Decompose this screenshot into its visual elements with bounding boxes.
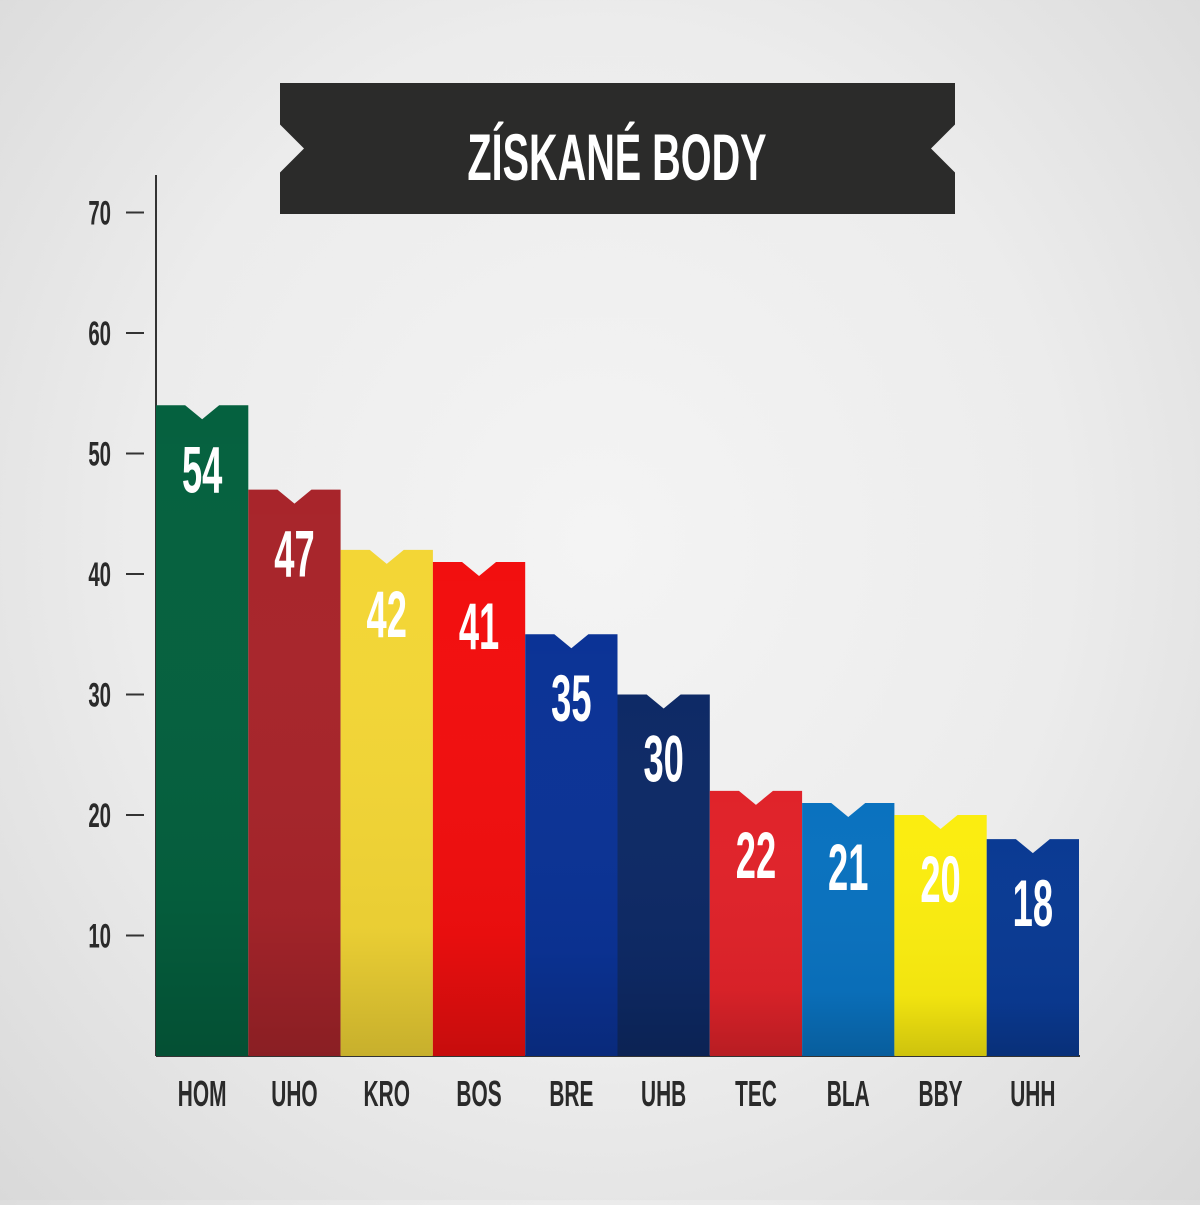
x-tick-label: BOS [456,1074,501,1114]
x-tick-label: TEC [735,1074,777,1114]
bar-group: 30 [617,694,710,1056]
bar-value-label: 30 [643,723,683,796]
chart-title-banner: ZÍSKANÉ BODY [280,83,955,214]
bar-value-label: 54 [182,434,223,507]
bar-value-label: 35 [551,663,591,736]
bar-value-label: 18 [1013,868,1053,941]
bar-shading [156,405,249,1056]
x-tick-label: KRO [364,1074,410,1114]
bar-shading [894,815,987,1056]
title-banner-shape [280,83,955,214]
y-axis-ticks: 10 20 30 40 50 60 70 [88,194,144,955]
bar-shading [340,549,433,1056]
bar-group: 18 [986,839,1079,1056]
bar-shading [617,694,710,1056]
x-tick-label: UHO [271,1074,317,1114]
bar-shading [248,489,341,1056]
bar-value-label: 21 [828,832,868,905]
bar-group: 42 [340,549,433,1056]
bar-value-label: 47 [274,518,314,591]
bar-value-label: 20 [920,844,960,917]
bar-shading [432,561,526,1056]
y-tick-label: 10 [88,917,111,955]
x-tick-label: UHB [641,1074,686,1114]
bar-group: 54 [156,405,249,1056]
bar-group: 35 [525,634,618,1056]
y-tick-label: 30 [88,676,111,714]
x-tick-label: HOM [178,1074,227,1114]
y-tick-label: 20 [88,797,111,835]
y-tick-label: 50 [88,435,111,473]
bar-shading [525,634,618,1056]
x-tick-label: BRE [549,1074,593,1114]
y-tick-label: 40 [88,556,111,594]
bar-group: 22 [709,790,803,1056]
bar-group: 47 [248,489,341,1056]
x-tick-label: BLA [827,1074,870,1114]
y-tick-label: 70 [88,194,111,232]
chart-title: ZÍSKANÉ BODY [467,121,766,195]
bar-group: 41 [432,561,526,1056]
bar-group: 20 [894,815,987,1056]
x-tick-label: UHH [1010,1074,1055,1114]
bars: 54 47 42 41 35 30 22 21 20 18 [156,405,1079,1056]
bar-shading [709,790,803,1056]
y-tick-label: 60 [88,315,111,353]
bar-group: 21 [802,802,895,1056]
bar-shading [986,839,1079,1056]
bar-value-label: 22 [736,820,776,893]
bar-shading [802,802,895,1056]
x-axis-labels: HOM UHO KRO BOS BRE UHB TEC BLA BBY UHH [178,1074,1056,1114]
x-tick-label: BBY [919,1074,963,1114]
bar-value-label: 41 [459,591,499,664]
bar-value-label: 42 [367,579,407,652]
